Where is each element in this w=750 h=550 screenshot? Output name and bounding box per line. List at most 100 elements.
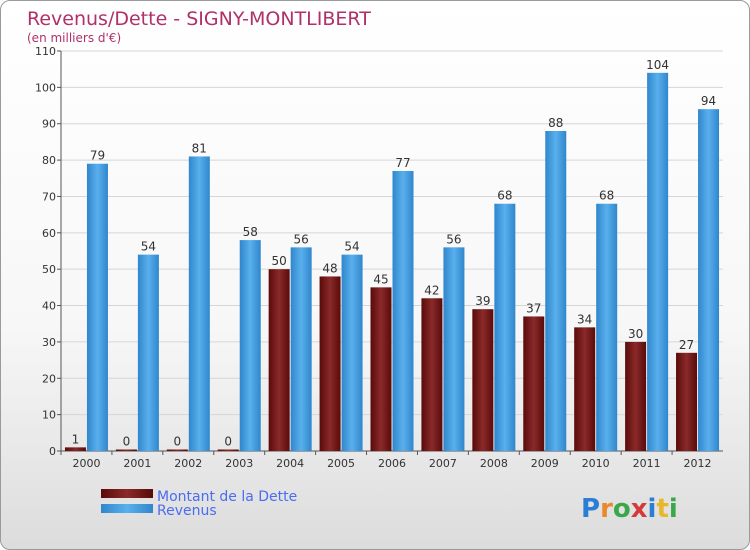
y-tick-label: 20 bbox=[42, 372, 56, 385]
axes bbox=[60, 51, 723, 455]
logo-letter: P bbox=[581, 494, 600, 524]
x-tick-label: 2009 bbox=[531, 457, 559, 470]
x-tick-label: 2007 bbox=[429, 457, 457, 470]
logo-letter: i bbox=[669, 494, 678, 524]
bar-dette bbox=[676, 352, 698, 451]
bar-revenus bbox=[290, 247, 312, 451]
y-tick-label: 100 bbox=[35, 81, 56, 94]
data-label: 68 bbox=[599, 189, 614, 203]
data-label: 58 bbox=[243, 225, 258, 239]
legend-swatch-dette bbox=[101, 489, 153, 498]
x-tick-label: 2001 bbox=[123, 457, 151, 470]
data-label: 0 bbox=[224, 435, 232, 449]
bar-dette bbox=[115, 449, 137, 451]
y-tick-label: 80 bbox=[42, 154, 56, 167]
data-label: 56 bbox=[446, 232, 461, 246]
data-label: 56 bbox=[294, 232, 309, 246]
y-tick-label: 0 bbox=[49, 445, 56, 458]
logo-text: Proxiti bbox=[581, 494, 678, 524]
x-tick-labels: 2000 2001 2002 2003 2004 2005 2006 2007 2008 2009… bbox=[72, 457, 711, 470]
x-tick-label: 2012 bbox=[684, 457, 712, 470]
bar-revenus bbox=[494, 203, 516, 451]
chart-title: Revenus/Dette - SIGNY-MONTLIBERT bbox=[27, 8, 371, 30]
data-label: 1 bbox=[72, 432, 80, 446]
data-label: 0 bbox=[123, 435, 131, 449]
bar-revenus bbox=[545, 131, 567, 451]
y-tick-label: 10 bbox=[42, 409, 56, 422]
data-label: 27 bbox=[679, 338, 694, 352]
y-tick-label: 110 bbox=[35, 45, 56, 58]
bar-revenus bbox=[392, 171, 414, 451]
bar-dette bbox=[166, 449, 188, 451]
x-tick-label: 2003 bbox=[225, 457, 253, 470]
bar-revenus bbox=[443, 247, 465, 451]
data-label: 104 bbox=[646, 58, 669, 72]
bar-dette bbox=[472, 309, 494, 451]
bar-dette bbox=[217, 449, 239, 451]
data-label: 94 bbox=[701, 94, 716, 108]
data-label: 39 bbox=[475, 294, 490, 308]
data-labels: 1 79 0 54 0 81 0 58 50 56 48 54 45 77 42 56 39 68 37 88 34 68… bbox=[72, 58, 717, 449]
x-tick-label: 2010 bbox=[582, 457, 610, 470]
logo-letter: t bbox=[656, 494, 668, 524]
bar-revenus bbox=[239, 240, 261, 451]
bar-revenus bbox=[698, 109, 720, 451]
bar-dette bbox=[370, 287, 392, 451]
y-tick-label: 50 bbox=[42, 263, 56, 276]
legend-label-revenus: Revenus bbox=[157, 503, 217, 519]
data-label: 37 bbox=[526, 301, 541, 315]
y-tick-label: 30 bbox=[42, 336, 56, 349]
bar-dette bbox=[319, 276, 341, 451]
data-label: 88 bbox=[548, 116, 563, 130]
x-tick-label: 2004 bbox=[276, 457, 304, 470]
logo-letter: i bbox=[648, 494, 657, 524]
logo-letter: r bbox=[600, 494, 613, 524]
data-label: 30 bbox=[628, 327, 643, 341]
x-tick-label: 2000 bbox=[72, 457, 100, 470]
data-label: 81 bbox=[192, 141, 207, 155]
chart-subtitle: (en milliers d'€) bbox=[27, 31, 121, 45]
y-tick-label: 40 bbox=[42, 300, 56, 313]
legend-swatch-revenus bbox=[101, 504, 153, 513]
data-label: 48 bbox=[322, 261, 337, 275]
y-tick-labels: 0 10 20 30 40 50 60 70 80 90 100 110 bbox=[35, 45, 56, 458]
bar-revenus bbox=[188, 156, 210, 452]
bar-dette bbox=[625, 341, 647, 451]
x-tick-label: 2005 bbox=[327, 457, 355, 470]
bar-revenus bbox=[596, 203, 618, 451]
bar-revenus bbox=[86, 163, 108, 451]
bar-dette bbox=[421, 298, 443, 451]
logo-letter: x bbox=[631, 494, 648, 524]
data-label: 50 bbox=[272, 254, 287, 268]
x-tick-label: 2002 bbox=[174, 457, 202, 470]
data-label: 79 bbox=[90, 149, 105, 163]
bar-dette bbox=[574, 327, 596, 451]
proxiti-logo: Proxiti bbox=[581, 494, 678, 524]
x-tick-label: 2006 bbox=[378, 457, 406, 470]
bar-dette bbox=[64, 447, 86, 451]
legend: Montant de la Dette Revenus bbox=[101, 489, 297, 519]
bar-revenus bbox=[137, 254, 159, 451]
data-label: 34 bbox=[577, 312, 592, 326]
bar-dette bbox=[523, 316, 545, 451]
bar-revenus bbox=[341, 254, 363, 451]
data-label: 45 bbox=[373, 272, 388, 286]
bar-revenus bbox=[647, 72, 669, 452]
y-tick-label: 60 bbox=[42, 227, 56, 240]
x-tick-label: 2011 bbox=[633, 457, 661, 470]
y-tick-label: 90 bbox=[42, 118, 56, 131]
x-tick-label: 2008 bbox=[480, 457, 508, 470]
data-label: 0 bbox=[173, 435, 181, 449]
y-tick-label: 70 bbox=[42, 190, 56, 203]
data-label: 54 bbox=[344, 240, 359, 254]
bar-dette bbox=[268, 269, 290, 451]
data-label: 68 bbox=[497, 189, 512, 203]
legend-label-dette: Montant de la Dette bbox=[157, 489, 297, 505]
data-label: 54 bbox=[141, 240, 156, 254]
bars bbox=[64, 72, 720, 452]
logo-letter: o bbox=[613, 494, 631, 524]
data-label: 77 bbox=[395, 156, 410, 170]
data-label: 42 bbox=[424, 283, 439, 297]
